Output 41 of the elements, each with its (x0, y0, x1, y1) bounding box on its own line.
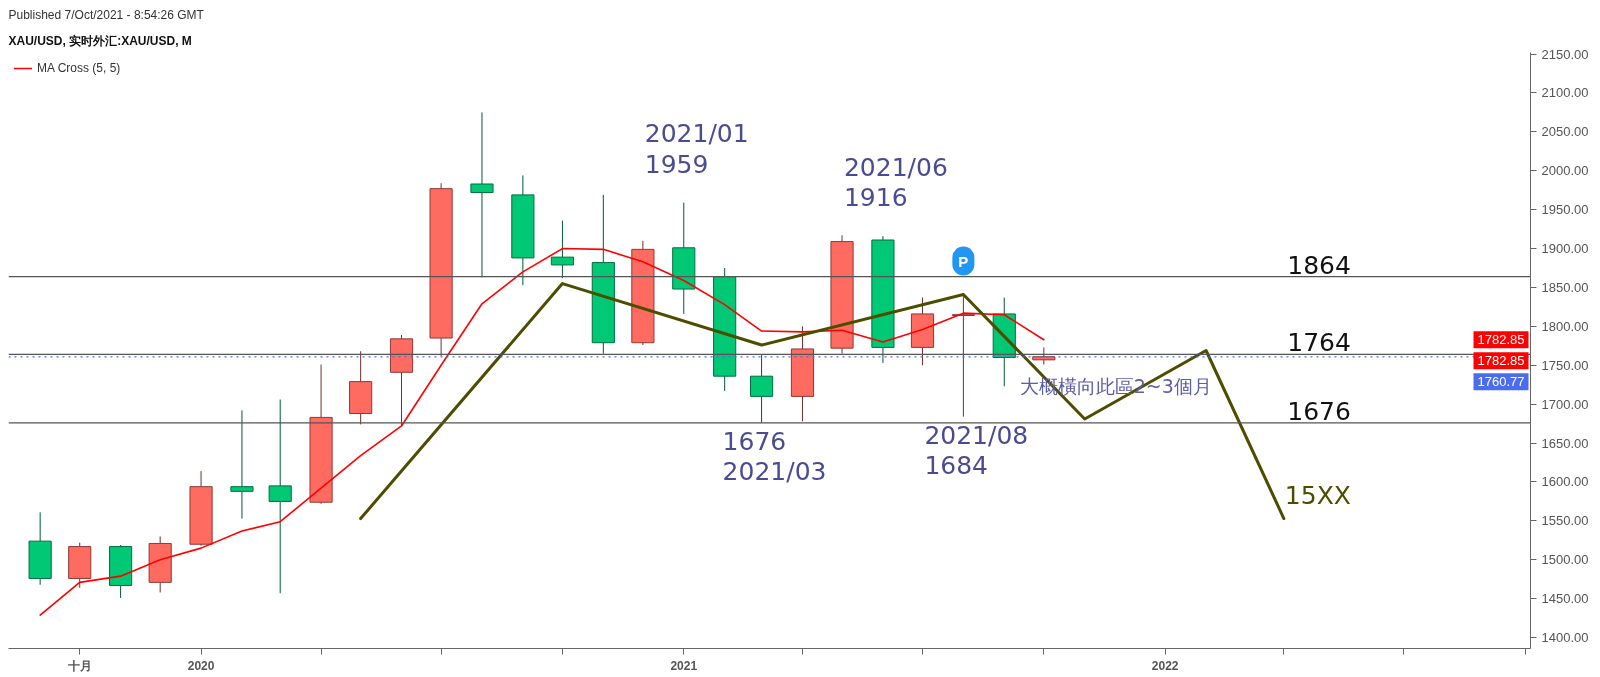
y-tick-label: 1750.00 (1541, 357, 1589, 373)
annotation: 2021/01 1959 (644, 119, 749, 179)
y-tick-label: 1600.00 (1541, 474, 1589, 490)
candlestick (268, 399, 292, 594)
y-tick-label: 2150.00 (1541, 46, 1589, 62)
y-tick-label: 1550.00 (1541, 513, 1589, 529)
y-tick-label: 1450.00 (1541, 591, 1589, 607)
annotation: 2021/08 1684 (924, 420, 1029, 481)
x-tick-label: 十月 (66, 658, 92, 673)
y-tick-label: 1900.00 (1541, 241, 1589, 257)
ref-line-label: 1760.77 (1477, 374, 1525, 390)
text: Published 7/Oct/2021 - 8:54:26 GMT (8, 7, 205, 22)
y-tick-label: 2050.00 (1541, 124, 1589, 140)
y-tick-label: 1700.00 (1541, 396, 1589, 412)
annotation: 1782.85 (1477, 332, 1525, 348)
y-tick-label: 2100.00 (1541, 85, 1589, 101)
y-tick-label: 2000.00 (1541, 163, 1589, 179)
ref-line-label: 1676 (1287, 396, 1351, 426)
y-tick-label: 1800.00 (1541, 318, 1589, 334)
y-tick-label: 1950.00 (1541, 202, 1589, 218)
x-tick-label: 2021 (670, 658, 698, 673)
candlestick (230, 409, 254, 520)
x-tick-label: 2022 (1151, 658, 1179, 673)
annotation: 1676 2021/03 (722, 426, 827, 487)
annotation: 2021/06 1916 (843, 152, 948, 213)
y-tick-label: 1500.00 (1541, 552, 1589, 568)
chart-title: XAU/USD, 实时外汇:XAU/USD, M (8, 33, 192, 48)
y-tick-label: 1400.00 (1541, 630, 1589, 646)
annotation: P (958, 252, 969, 270)
candlestick (470, 111, 494, 278)
candlestick (550, 220, 575, 279)
line-series (359, 282, 1286, 521)
ref-line-label: 1864 (1287, 250, 1351, 280)
y-tick-label: 1850.00 (1541, 279, 1589, 295)
x-tick-label: 2020 (187, 658, 215, 673)
ref-line-label: 1764 (1287, 328, 1351, 358)
y-tick-label: 1650.00 (1541, 435, 1589, 451)
annotation: 15XX (1284, 481, 1351, 511)
legend-label: MA Cross (5, 5) (37, 61, 121, 75)
annotation: 1782.85 (1477, 353, 1525, 369)
candlestick (750, 354, 774, 424)
